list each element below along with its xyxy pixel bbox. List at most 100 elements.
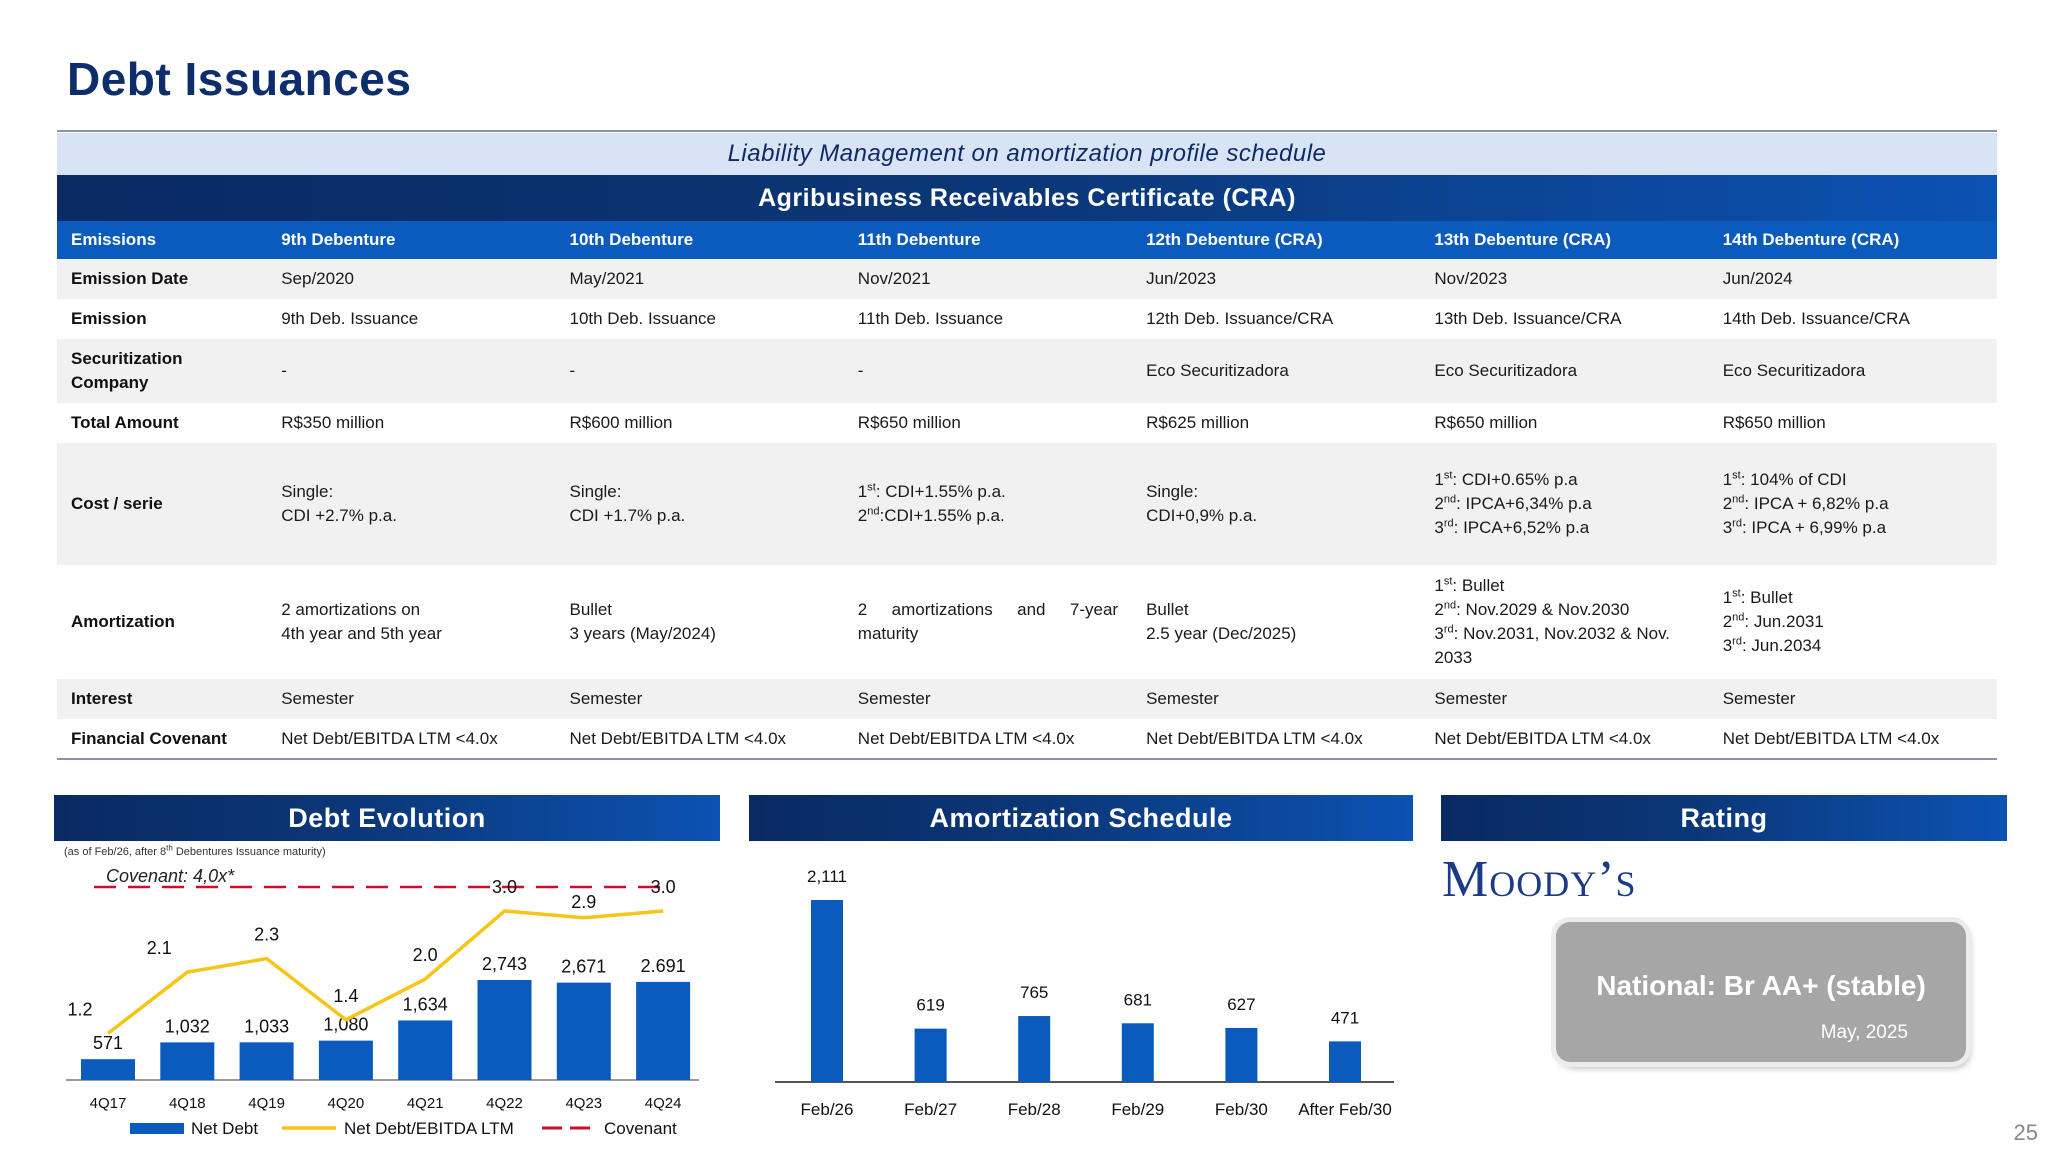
- table-cell: 13th Deb. Issuance/CRA: [1420, 299, 1709, 339]
- net-debt-bar: [239, 1042, 294, 1080]
- x-tick-label: 4Q21: [407, 1095, 444, 1112]
- table-cell: Single: CDI +2.7% p.a.: [267, 443, 556, 565]
- legend-net-debt-label: Net Debt: [191, 1119, 258, 1138]
- x-tick-label: Feb/29: [1111, 1100, 1164, 1119]
- net-debt-bar: [477, 980, 532, 1080]
- amortization-value-label: 627: [1227, 995, 1255, 1014]
- cell-text: 3: [1434, 624, 1444, 643]
- cell-line: Single:: [570, 480, 830, 504]
- row-label: Total Amount: [57, 403, 268, 443]
- debt-evolution-chart: Covenant: 4,0x* 571 4Q17 1,032 4Q18 1,033 4Q19…: [66, 866, 699, 1138]
- header-col-5: 13th Debenture (CRA): [1420, 221, 1709, 259]
- cell-text: : Jun.2031: [1744, 612, 1824, 631]
- note-text-post: Debentures Issuance maturity): [172, 846, 326, 858]
- cell-text: 4th year and 5th year: [281, 624, 442, 643]
- table-cell: Eco Securitizadora: [1132, 339, 1421, 403]
- cell-text: : Bullet: [1740, 588, 1793, 607]
- cell-text: 2033: [1434, 648, 1473, 667]
- debt-issuance-table: Emissions 9th Debenture 10th Debenture 11th…: [57, 221, 1997, 760]
- leverage-line: [106, 909, 664, 1035]
- ordinal-suffix: st: [867, 481, 876, 494]
- row-label: Emission Date: [57, 259, 268, 299]
- net-debt-bar: [636, 981, 691, 1080]
- rating-date: May, 2025: [1820, 1022, 1908, 1043]
- table-cell: 14th Deb. Issuance/CRA: [1708, 299, 1997, 339]
- ordinal-suffix: rd: [1732, 635, 1742, 648]
- table-cell: May/2021: [555, 259, 844, 299]
- header-col-2: 10th Debenture: [555, 221, 844, 259]
- x-tick-label: 4Q22: [486, 1095, 523, 1112]
- row-label: Financial Covenant: [57, 719, 268, 760]
- cell-line: 1st: CDI+0.65% p.a: [1434, 468, 1694, 492]
- amortization-schedule-header: Amortization Schedule: [749, 795, 1413, 841]
- cell-text: 2 amortizations and 7-year: [857, 600, 1119, 619]
- net-debt-label: 2,671: [561, 957, 606, 977]
- cell-text: 2.5 year (Dec/2025): [1146, 624, 1297, 643]
- ordinal-suffix: nd: [867, 505, 880, 518]
- table-cell: Semester: [267, 679, 556, 719]
- cell-text: Bullet: [569, 600, 613, 619]
- amortization-bar: [1121, 1023, 1154, 1082]
- cell-text: : 104% of CDI: [1740, 470, 1847, 489]
- ordinal-suffix: nd: [1732, 611, 1745, 624]
- cell-text: : IPCA+6,52% p.a: [1453, 518, 1590, 537]
- cell-line: 1st: Bullet: [1723, 586, 1983, 610]
- table-row: Amortization 2 amortizations on 4th year a…: [57, 565, 1997, 679]
- net-debt-label: 2.691: [641, 956, 686, 976]
- net-debt-label: 1,080: [323, 1015, 368, 1035]
- table-cell: Eco Securitizadora: [1420, 339, 1709, 403]
- table-cell: 1st: 104% of CDI 2nd: IPCA + 6,82% p.a 3rd…: [1708, 443, 1997, 565]
- cell-text: : CDI+1.55% p.a.: [875, 482, 1006, 501]
- leverage-label: 3.0: [492, 877, 517, 897]
- x-tick-label: 4Q19: [248, 1095, 285, 1112]
- table-cell: R$650 million: [1708, 403, 1997, 443]
- table-cell: 9th Deb. Issuance: [267, 299, 556, 339]
- x-tick-label: Feb/30: [1215, 1100, 1268, 1119]
- cell-line: 2nd: Nov.2029 & Nov.2030: [1434, 598, 1694, 622]
- table-cell: -: [267, 339, 556, 403]
- ordinal-suffix: rd: [1443, 517, 1454, 530]
- page-number: 25: [2013, 1120, 2038, 1145]
- cell-line: 1st: Bullet: [1434, 574, 1694, 598]
- row-label: Emission: [57, 299, 268, 339]
- table-cell: 12th Deb. Issuance/CRA: [1132, 299, 1421, 339]
- table-cell: 11th Deb. Issuance: [843, 299, 1133, 339]
- cell-text: 2: [1722, 612, 1733, 631]
- cell-line: CDI +2.7% p.a.: [281, 504, 541, 528]
- ordinal-suffix: rd: [1443, 623, 1454, 636]
- cell-line: maturity: [858, 622, 1118, 646]
- ordinal-suffix: st: [1732, 469, 1741, 482]
- table-header-row: Emissions 9th Debenture 10th Debenture 11th…: [57, 221, 1997, 259]
- amortization-bar: [1225, 1027, 1258, 1082]
- cell-text: 3: [1722, 636, 1733, 655]
- amortization-bar: [914, 1028, 947, 1082]
- table-cell: 2 amortizations on 4th year and 5th year: [267, 565, 556, 679]
- cell-text: 1: [857, 482, 868, 501]
- cell-text: 1: [1434, 470, 1444, 489]
- cell-text: : IPCA+6,34% p.a: [1456, 494, 1592, 513]
- table-cell: -: [843, 339, 1133, 403]
- cell-line: 3rd: Nov.2031, Nov.2032 & Nov.: [1434, 622, 1694, 646]
- header-col-6: 14th Debenture (CRA): [1708, 221, 1997, 259]
- cell-line: 2 amortizations and 7-year: [858, 598, 1118, 622]
- table-cell: R$625 million: [1132, 403, 1421, 443]
- legend-leverage-label: Net Debt/EBITDA LTM: [344, 1119, 514, 1138]
- table-cell: Single: CDI+0,9% p.a.: [1132, 443, 1421, 565]
- note-text-pre: (as of Feb/26, after 8: [64, 846, 167, 858]
- table-cell: -: [555, 339, 844, 403]
- moodys-logo-text: Moody’s: [1442, 851, 1637, 908]
- table-row: Emission 9th Deb. Issuance 10th Deb. Issua…: [57, 299, 1997, 339]
- table-cell: Net Debt/EBITDA LTM <4.0x: [1708, 719, 1997, 760]
- x-tick-label: 4Q23: [565, 1095, 602, 1112]
- ordinal-suffix: rd: [1732, 517, 1742, 530]
- ordinal-suffix: st: [1443, 575, 1453, 588]
- table-cell: Net Debt/EBITDA LTM <4.0x: [267, 719, 556, 760]
- cell-text: 2: [1434, 494, 1444, 513]
- cell-line: 3rd: IPCA + 6,99% p.a: [1723, 516, 1983, 540]
- table-cell: Net Debt/EBITDA LTM <4.0x: [843, 719, 1133, 760]
- cell-text: : Jun.2034: [1741, 636, 1822, 655]
- x-tick-label: 4Q20: [328, 1095, 365, 1112]
- header-col-4: 12th Debenture (CRA): [1132, 221, 1421, 259]
- table-cell: Net Debt/EBITDA LTM <4.0x: [1420, 719, 1709, 760]
- cell-line: 3rd: Jun.2034: [1723, 634, 1983, 658]
